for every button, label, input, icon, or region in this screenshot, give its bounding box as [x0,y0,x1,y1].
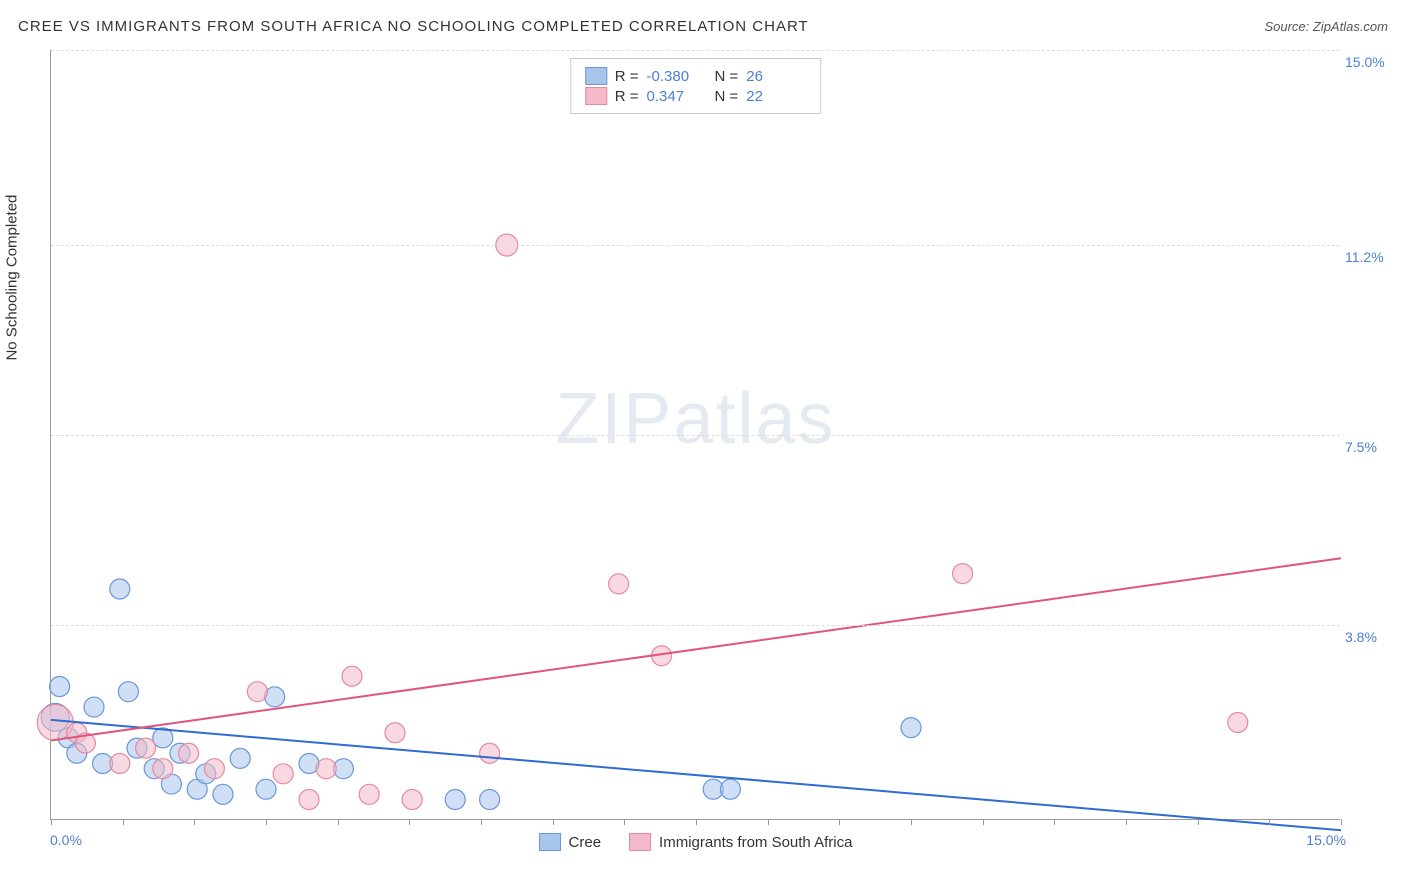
data-point [445,789,465,809]
legend-series-label: Immigrants from South Africa [659,834,852,851]
data-point [204,759,224,779]
legend-r-label: R = [615,88,639,105]
legend-r-value: 0.347 [647,88,707,105]
x-tick [481,819,482,825]
plot-area: ZIPatlas R =-0.380N =26R =0.347N =22 Cre… [50,50,1340,820]
x-tick [1341,819,1342,825]
data-point [256,779,276,799]
x-tick [338,819,339,825]
gridline [51,435,1340,436]
data-point [230,748,250,768]
x-tick [553,819,554,825]
x-tick [409,819,410,825]
legend-series-label: Cree [569,834,602,851]
chart-source: Source: ZipAtlas.com [1264,19,1388,34]
y-tick-label: 11.2% [1345,249,1395,265]
data-point [480,789,500,809]
data-point [609,574,629,594]
data-point [179,743,199,763]
y-tick-label: 15.0% [1345,54,1395,70]
x-tick [123,819,124,825]
gridline [51,245,1340,246]
data-point [136,738,156,758]
legend-swatch [585,87,607,105]
x-tick [696,819,697,825]
legend-n-value: 22 [746,88,806,105]
data-point [299,789,319,809]
x-tick [1269,819,1270,825]
data-point [720,779,740,799]
trend-line [51,558,1341,740]
x-tick [1054,819,1055,825]
y-axis-title: No Schooling Completed [4,195,21,361]
data-point [118,682,138,702]
legend-r-label: R = [615,68,639,85]
x-tick [839,819,840,825]
legend-r-value: -0.380 [647,68,707,85]
x-tick [1126,819,1127,825]
x-tick [624,819,625,825]
data-point [84,697,104,717]
legend-n-label: N = [715,88,739,105]
y-tick-label: 7.5% [1345,439,1395,455]
gridline [51,50,1340,51]
data-point [316,759,336,779]
legend-series-item: Immigrants from South Africa [629,833,852,851]
y-tick-label: 3.8% [1345,629,1395,645]
data-point [1228,712,1248,732]
data-point [953,564,973,584]
legend-swatch [629,833,651,851]
x-tick [266,819,267,825]
data-point [480,743,500,763]
data-point [213,784,233,804]
data-point [273,764,293,784]
data-point [110,579,130,599]
chart-header: CREE VS IMMIGRANTS FROM SOUTH AFRICA NO … [18,18,1388,35]
legend-n-label: N = [715,68,739,85]
source-prefix: Source: [1264,19,1312,34]
legend-swatch [539,833,561,851]
legend-swatch [585,67,607,85]
legend-correlation-box: R = -0.380 N = 26 R = 0.347 N = 22 [570,58,822,114]
data-point [359,784,379,804]
data-point [402,789,422,809]
source-name: ZipAtlas.com [1313,19,1388,34]
x-tick [911,819,912,825]
data-point [385,723,405,743]
gridline [51,625,1340,626]
chart-title: CREE VS IMMIGRANTS FROM SOUTH AFRICA NO … [18,18,809,35]
legend-correlation-row: R = 0.347 N = 22 [585,87,807,105]
x-axis-max-label: 15.0% [1306,832,1346,848]
data-point [247,682,267,702]
data-point [50,677,70,697]
data-point [901,718,921,738]
data-point [153,759,173,779]
x-tick [983,819,984,825]
data-point [110,754,130,774]
x-tick [194,819,195,825]
x-axis-min-label: 0.0% [50,832,82,848]
data-point [342,666,362,686]
legend-correlation-row: R = -0.380 N = 26 [585,67,807,85]
x-tick [768,819,769,825]
legend-n-value: 26 [746,68,806,85]
legend-series-item: Cree [539,833,602,851]
x-tick [51,819,52,825]
trend-line [51,720,1341,830]
x-tick [1198,819,1199,825]
legend-series: Cree Immigrants from South Africa [539,833,853,851]
